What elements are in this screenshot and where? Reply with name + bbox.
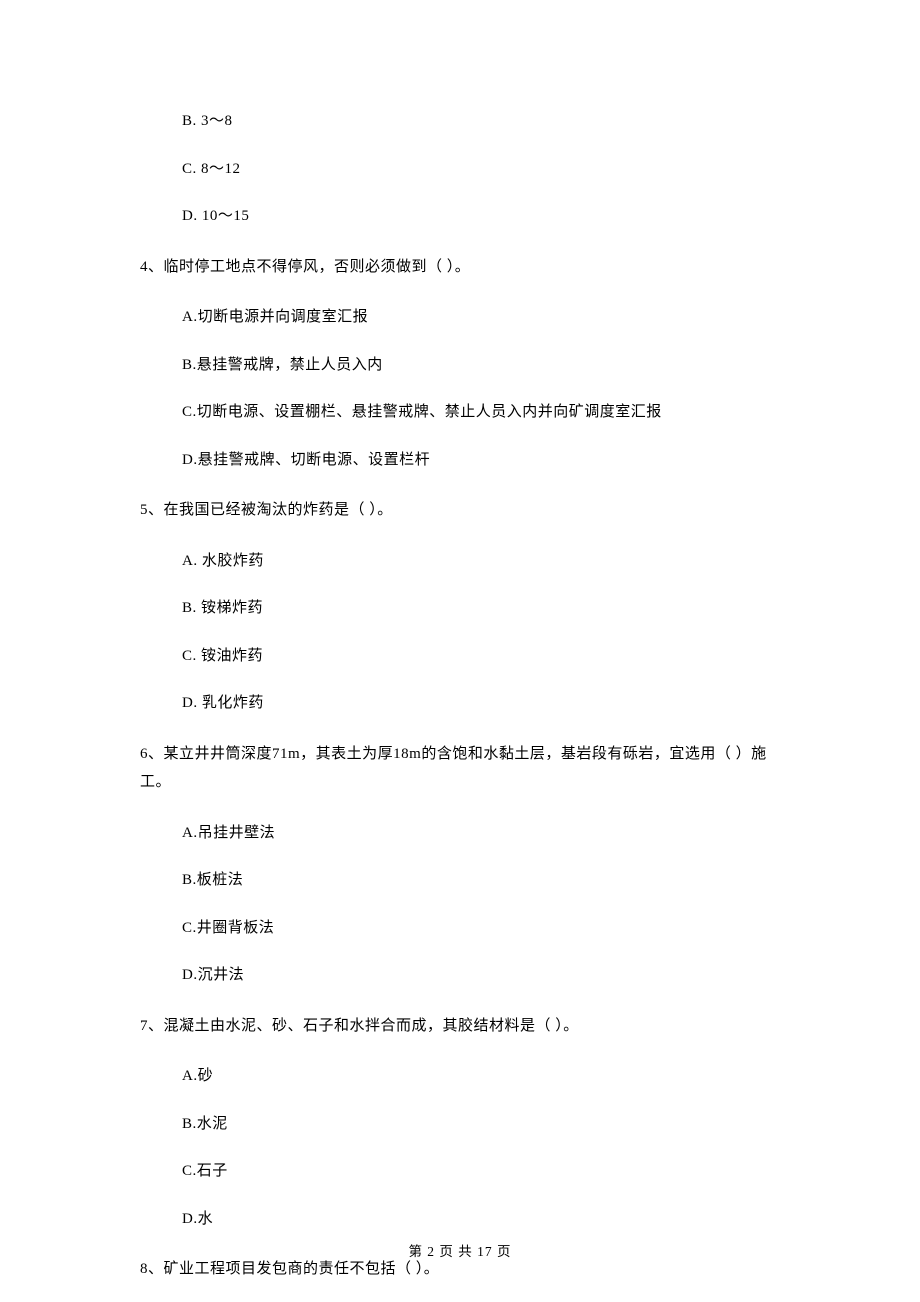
question-5: 5、在我国已经被淘汰的炸药是（ ）。 [140,496,780,525]
option-text: A. 水胶炸药 [182,550,780,573]
question-7: 7、混凝土由水泥、砂、石子和水拌合而成，其胶结材料是（ ）。 [140,1012,780,1041]
question-4: 4、临时停工地点不得停风，否则必须做到（ ）。 [140,253,780,282]
option-text: B. 3～8 [182,110,780,133]
option-text: D.水 [182,1208,780,1231]
option-text: C.井圈背板法 [182,917,780,940]
option-text: D.悬挂警戒牌、切断电源、设置栏杆 [182,449,780,472]
option-text: D. 10～15 [182,205,780,228]
option-text: C.切断电源、设置棚栏、悬挂警戒牌、禁止人员入内并向矿调度室汇报 [182,401,780,424]
document-content: B. 3～8 C. 8～12 D. 10～15 4、临时停工地点不得停风，否则必… [140,110,780,1284]
question-6: 6、某立井井筒深度71m，其表土为厚18m的含饱和水黏土层，基岩段有砾岩，宜选用… [140,740,780,797]
option-text: B.水泥 [182,1113,780,1136]
option-text: B. 铵梯炸药 [182,597,780,620]
option-text: A.切断电源并向调度室汇报 [182,306,780,329]
option-text: B.板桩法 [182,869,780,892]
option-text: D. 乳化炸药 [182,692,780,715]
option-text: A.吊挂井壁法 [182,822,780,845]
option-text: A.砂 [182,1065,780,1088]
option-text: C. 铵油炸药 [182,645,780,668]
option-text: D.沉井法 [182,964,780,987]
option-text: C.石子 [182,1160,780,1183]
option-text: C. 8～12 [182,158,780,181]
option-text: B.悬挂警戒牌，禁止人员入内 [182,354,780,377]
page-footer: 第 2 页 共 17 页 [0,1240,920,1260]
